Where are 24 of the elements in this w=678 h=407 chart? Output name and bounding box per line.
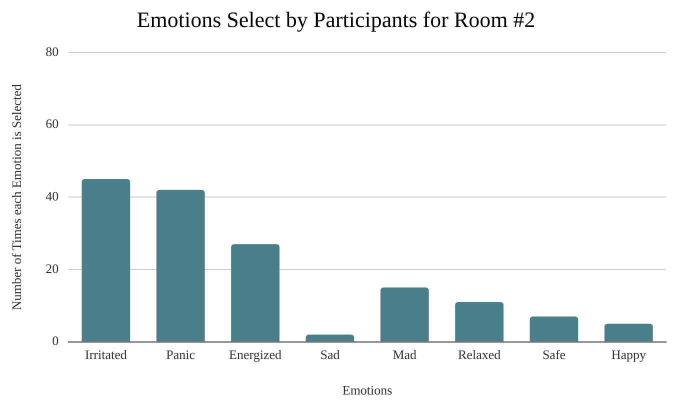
bar [306,334,354,342]
chart-title: Emotions Select by Participants for Room #2 [136,6,536,32]
y-tick-label: 20 [46,260,59,276]
y-tick-label: 40 [46,188,59,204]
x-tick-label: Happy [611,347,646,362]
x-tick-label: Energized [229,347,282,362]
x-tick-label: Panic [166,347,196,362]
bar [380,288,429,342]
bar [455,302,504,342]
bar [604,324,653,342]
bar [530,316,578,342]
y-tick-label: 0 [52,333,59,348]
y-tick-label: 80 [46,44,59,59]
x-tick-label: Safe [542,347,566,362]
x-axis-title: Emotions [342,382,392,398]
bar [82,179,130,342]
bar [231,244,280,342]
bar [156,190,205,342]
y-axis-title: Number of Times each Emotion is Selected [9,84,24,310]
x-tick-label: Mad [392,347,418,362]
x-tick-label: Irritated [85,347,128,362]
y-tick-label: 60 [46,116,59,132]
x-tick-label: Sad [320,347,340,362]
x-tick-label: Relaxed [458,347,502,362]
